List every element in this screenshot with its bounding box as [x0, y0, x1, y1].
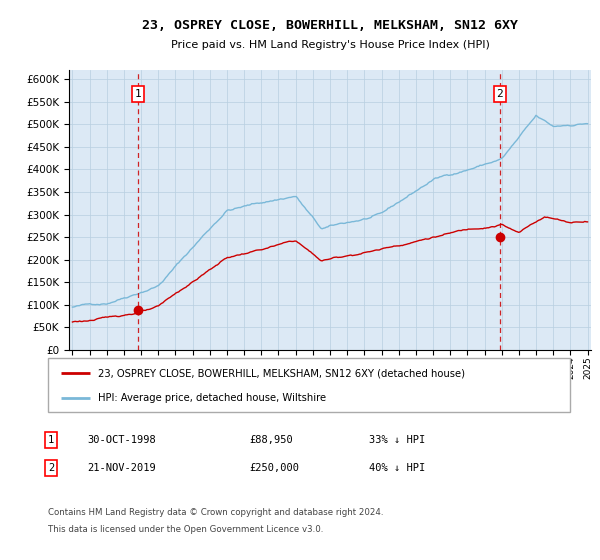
Text: 23, OSPREY CLOSE, BOWERHILL, MELKSHAM, SN12 6XY (detached house): 23, OSPREY CLOSE, BOWERHILL, MELKSHAM, S… [98, 368, 464, 379]
Text: Price paid vs. HM Land Registry's House Price Index (HPI): Price paid vs. HM Land Registry's House … [170, 40, 490, 50]
Text: 2: 2 [48, 463, 54, 473]
Text: 2: 2 [496, 89, 503, 99]
Text: £88,950: £88,950 [249, 435, 293, 445]
Text: This data is licensed under the Open Government Licence v3.0.: This data is licensed under the Open Gov… [48, 525, 323, 534]
Text: 40% ↓ HPI: 40% ↓ HPI [369, 463, 425, 473]
Text: 30-OCT-1998: 30-OCT-1998 [87, 435, 156, 445]
Text: 21-NOV-2019: 21-NOV-2019 [87, 463, 156, 473]
FancyBboxPatch shape [48, 358, 570, 412]
Text: 23, OSPREY CLOSE, BOWERHILL, MELKSHAM, SN12 6XY: 23, OSPREY CLOSE, BOWERHILL, MELKSHAM, S… [142, 18, 518, 32]
Text: 33% ↓ HPI: 33% ↓ HPI [369, 435, 425, 445]
Text: HPI: Average price, detached house, Wiltshire: HPI: Average price, detached house, Wilt… [98, 393, 326, 403]
Text: Contains HM Land Registry data © Crown copyright and database right 2024.: Contains HM Land Registry data © Crown c… [48, 508, 383, 517]
Text: £250,000: £250,000 [249, 463, 299, 473]
Text: 1: 1 [135, 89, 142, 99]
Text: 1: 1 [48, 435, 54, 445]
